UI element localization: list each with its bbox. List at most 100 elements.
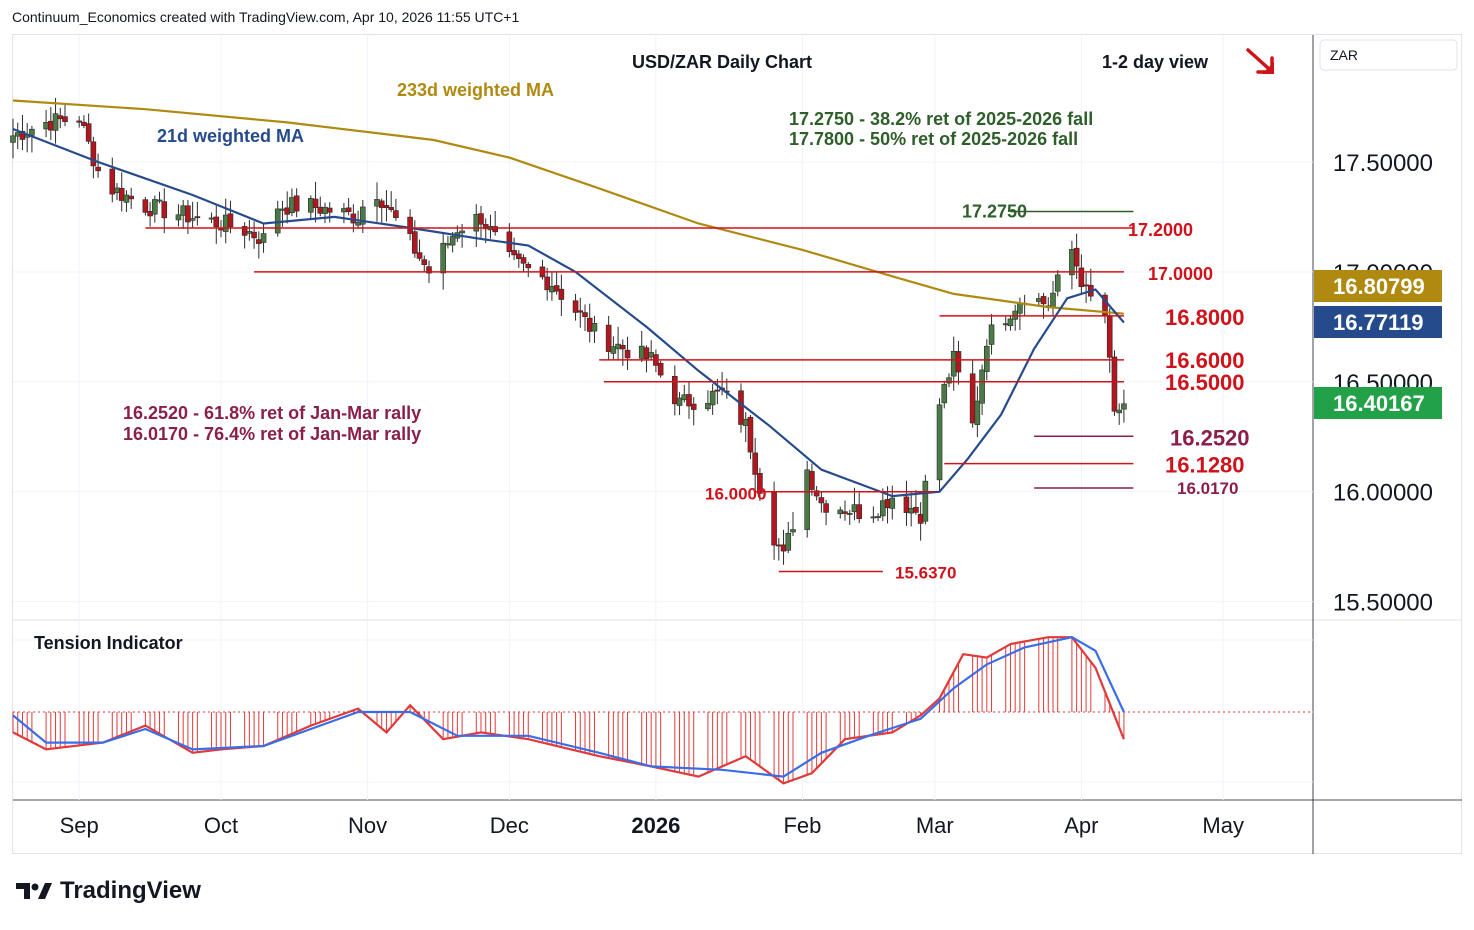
candle-body bbox=[620, 344, 626, 350]
chart-frame bbox=[12, 34, 1462, 854]
tradingview-wordmark: TradingView bbox=[60, 877, 201, 904]
candle-body bbox=[875, 516, 881, 519]
candle-body bbox=[1040, 296, 1047, 305]
candle-body bbox=[809, 471, 815, 490]
candle-body bbox=[544, 276, 550, 291]
candle-body bbox=[709, 390, 716, 406]
ma21-label: 21d weighted MA bbox=[157, 126, 304, 146]
x-tick-label: 2026 bbox=[631, 813, 680, 838]
level-label: 16.5000 bbox=[1165, 370, 1245, 395]
candle-body bbox=[747, 416, 754, 453]
candle-body bbox=[950, 351, 957, 377]
candle-body bbox=[1121, 403, 1127, 410]
candle-body bbox=[355, 222, 361, 226]
ma21-line bbox=[12, 127, 1125, 498]
candle-body bbox=[317, 206, 324, 214]
candle-body bbox=[657, 362, 664, 376]
fib-annotation: 16.0170 - 76.4% ret of Jan-Mar rally bbox=[123, 424, 421, 444]
candle-body bbox=[1073, 247, 1080, 267]
ma233-price-badge-bg bbox=[1314, 270, 1442, 302]
candle-body bbox=[974, 400, 981, 425]
candle-body bbox=[412, 231, 418, 254]
candle-body bbox=[378, 200, 385, 208]
candle-body bbox=[936, 404, 943, 481]
candle-body bbox=[884, 499, 891, 509]
x-tick-label: May bbox=[1202, 813, 1244, 838]
level-label: 17.2000 bbox=[1128, 220, 1193, 240]
candle-body bbox=[308, 198, 314, 213]
candle-body bbox=[459, 230, 465, 234]
fib-annotation: 17.7800 - 50% ret of 2025-2026 fall bbox=[789, 129, 1078, 149]
candle-body bbox=[227, 213, 234, 228]
candle-body bbox=[742, 418, 749, 426]
candle-body bbox=[213, 216, 220, 228]
candle-body bbox=[988, 324, 995, 345]
candle-body bbox=[648, 352, 654, 358]
candle-body bbox=[586, 317, 593, 332]
candle-body bbox=[714, 389, 721, 392]
candle-body bbox=[109, 168, 116, 195]
x-tick-label: Nov bbox=[348, 813, 387, 838]
candle-body bbox=[780, 544, 787, 552]
candle-body bbox=[1054, 274, 1061, 292]
ma233-label: 233d weighted MA bbox=[397, 80, 554, 100]
candle-body bbox=[76, 120, 82, 123]
candle-body bbox=[738, 390, 744, 425]
candle-body bbox=[293, 195, 300, 212]
candle-body bbox=[681, 394, 688, 401]
candle-body bbox=[969, 373, 976, 424]
candle-body bbox=[1017, 302, 1023, 314]
candle-body bbox=[449, 236, 456, 246]
level-label: 16.0170 bbox=[1177, 479, 1238, 498]
candle-body bbox=[29, 128, 35, 136]
candle-body bbox=[48, 120, 54, 131]
candle-body bbox=[1050, 292, 1056, 308]
candle-body bbox=[180, 205, 186, 216]
candle-body bbox=[478, 213, 484, 225]
candle-body bbox=[525, 263, 532, 269]
candle-body bbox=[856, 504, 862, 519]
candle-body bbox=[984, 345, 990, 372]
candle-body bbox=[638, 345, 645, 359]
candle-body bbox=[360, 206, 366, 225]
candle-body bbox=[979, 369, 985, 404]
symbol-label: ZAR bbox=[1330, 47, 1358, 63]
candle-body bbox=[705, 402, 711, 410]
candle-body bbox=[388, 207, 394, 211]
candle-body bbox=[194, 216, 201, 219]
candle-body bbox=[152, 199, 158, 215]
candle-body bbox=[421, 259, 428, 265]
level-label: 17.0000 bbox=[1148, 264, 1213, 284]
candle-body bbox=[752, 452, 758, 475]
level-label: 16.0000 bbox=[705, 485, 766, 504]
candle-body bbox=[946, 377, 952, 384]
candle-body bbox=[577, 310, 584, 313]
ma21-price-badge: 16.77119 bbox=[1333, 310, 1424, 335]
candle-body bbox=[345, 207, 352, 213]
candle-body bbox=[289, 197, 295, 213]
candle-body bbox=[520, 257, 527, 264]
tradingview-logo[interactable]: TradingView bbox=[16, 877, 201, 905]
candle-body bbox=[582, 312, 588, 317]
candle-body bbox=[610, 346, 617, 354]
candle-body bbox=[147, 211, 153, 217]
candle-body bbox=[95, 166, 101, 172]
candle-body bbox=[1083, 284, 1089, 287]
candle-body bbox=[81, 121, 87, 126]
y-tick-label: 17.50000 bbox=[1333, 150, 1433, 177]
candle-body bbox=[85, 123, 92, 142]
candle-body bbox=[818, 497, 825, 504]
candle-body bbox=[407, 216, 413, 234]
candle-body bbox=[156, 199, 163, 202]
candle-body bbox=[842, 511, 848, 514]
candle-body bbox=[823, 503, 829, 513]
candle-body bbox=[142, 199, 149, 213]
candle-body bbox=[10, 135, 16, 143]
candle-body bbox=[785, 532, 792, 551]
candle-body bbox=[1036, 298, 1042, 302]
level-label: 16.8000 bbox=[1165, 305, 1245, 330]
candle-body bbox=[1116, 409, 1122, 414]
x-tick-label: Oct bbox=[204, 813, 238, 838]
candle-body bbox=[1069, 249, 1075, 276]
